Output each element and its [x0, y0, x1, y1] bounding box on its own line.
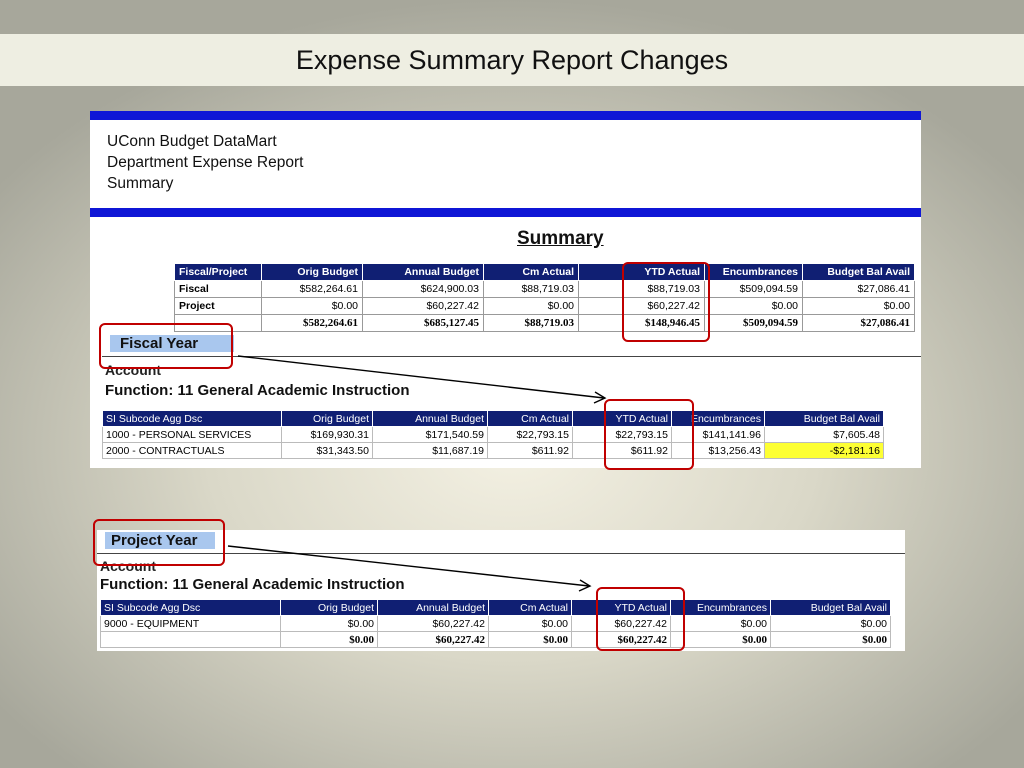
- slide-title-band: Expense Summary Report Changes: [0, 34, 1024, 86]
- divider: [102, 356, 921, 357]
- detail-row-contractuals: 2000 - CONTRACTUALS $31,343.50 $11,687.1…: [102, 442, 884, 459]
- col-orig-budget: Orig Budget: [280, 599, 378, 616]
- report-name: Department Expense Report: [107, 154, 304, 171]
- cell: $611.92: [572, 442, 672, 459]
- cell: $611.92: [487, 442, 573, 459]
- cell: $11,687.19: [372, 442, 488, 459]
- highlight-box-fiscal-ytd: [604, 399, 694, 470]
- cell: $88,719.03: [483, 280, 579, 298]
- fiscal-detail-table: SI Subcode Agg Dsc Orig Budget Annual Bu…: [102, 410, 884, 459]
- function-label: Function: 11 General Academic Instructio…: [105, 382, 410, 399]
- cell: $7,605.48: [764, 426, 884, 443]
- cell: $171,540.59: [372, 426, 488, 443]
- cell: $88,719.03: [483, 314, 579, 332]
- header-bar-bottom: [90, 208, 921, 217]
- function-label: Function: 11 General Academic Instructio…: [100, 576, 405, 593]
- cell: $0.00: [670, 615, 771, 632]
- cell: $624,900.03: [362, 280, 484, 298]
- cell: $582,264.61: [261, 314, 363, 332]
- col-annual-budget: Annual Budget: [362, 263, 484, 281]
- arrow-project: [227, 545, 590, 587]
- col-annual-budget: Annual Budget: [377, 599, 489, 616]
- arrow-project-head: [578, 579, 592, 592]
- header-bar-top: [90, 111, 921, 120]
- cell: $0.00: [280, 631, 378, 648]
- cell: $88,719.03: [578, 280, 705, 298]
- slide-title: Expense Summary Report Changes: [295, 44, 729, 75]
- cell: $685,127.45: [362, 314, 484, 332]
- cell: $27,086.41: [802, 280, 915, 298]
- project-year-label: Project Year: [105, 532, 215, 549]
- report-type: Summary: [107, 175, 174, 192]
- negative-balance-cell: -$2,181.16: [764, 442, 884, 459]
- divider: [97, 553, 905, 554]
- detail-header-row: SI Subcode Agg Dsc Orig Budget Annual Bu…: [102, 410, 884, 427]
- arrow-fiscal-head: [593, 391, 607, 404]
- account-label: Account: [100, 558, 156, 574]
- cell: $60,227.42: [377, 615, 489, 632]
- detail-header-row: SI Subcode Agg Dsc Orig Budget Annual Bu…: [100, 599, 891, 616]
- cell: $0.00: [488, 631, 572, 648]
- col-cm-actual: Cm Actual: [488, 599, 572, 616]
- summary-row-total: $582,264.61 $685,127.45 $88,719.03 $148,…: [174, 314, 915, 332]
- cell: $0.00: [802, 297, 915, 315]
- cell: $60,227.42: [377, 631, 489, 648]
- cell: $31,343.50: [281, 442, 373, 459]
- fiscal-year-label: Fiscal Year: [110, 335, 234, 352]
- highlight-box-fiscal-year: [99, 323, 233, 369]
- col-budget-bal-avail: Budget Bal Avail: [802, 263, 915, 281]
- cell: 2000 - CONTRACTUALS: [102, 442, 282, 459]
- cell: $0.00: [488, 615, 572, 632]
- summary-row-fiscal: Fiscal $582,264.61 $624,900.03 $88,719.0…: [174, 280, 915, 298]
- cell: $0.00: [770, 631, 891, 648]
- report-screenshot-top: UConn Budget DataMart Department Expense…: [90, 111, 921, 468]
- detail-row-personal-services: 1000 - PERSONAL SERVICES $169,930.31 $17…: [102, 426, 884, 443]
- cell: $13,256.43: [671, 442, 765, 459]
- summary-table: Fiscal/Project Orig Budget Annual Budget…: [174, 263, 915, 332]
- report-org: UConn Budget DataMart: [107, 133, 277, 150]
- summary-row-project: Project $0.00 $60,227.42 $0.00 $60,227.4…: [174, 297, 915, 315]
- cell: $0.00: [670, 631, 771, 648]
- col-ytd-actual: YTD Actual: [572, 410, 672, 427]
- highlight-box-project-year: [93, 519, 225, 566]
- col-ytd-actual: YTD Actual: [578, 263, 705, 281]
- cell: Project: [174, 297, 262, 315]
- col-fiscal-project: Fiscal/Project: [174, 263, 262, 281]
- col-encumbrances: Encumbrances: [671, 410, 765, 427]
- cell: $27,086.41: [802, 314, 915, 332]
- highlight-box-project-ytd: [596, 587, 685, 651]
- cell: $509,094.59: [704, 314, 803, 332]
- summary-heading: Summary: [517, 228, 604, 249]
- arrow-fiscal: [237, 355, 605, 399]
- col-annual-budget: Annual Budget: [372, 410, 488, 427]
- report-header: UConn Budget DataMart Department Expense…: [107, 131, 303, 194]
- col-orig-budget: Orig Budget: [261, 263, 363, 281]
- col-subcode: SI Subcode Agg Dsc: [102, 410, 282, 427]
- account-label: Account: [105, 362, 161, 378]
- highlight-box-summary-ytd: [622, 262, 710, 342]
